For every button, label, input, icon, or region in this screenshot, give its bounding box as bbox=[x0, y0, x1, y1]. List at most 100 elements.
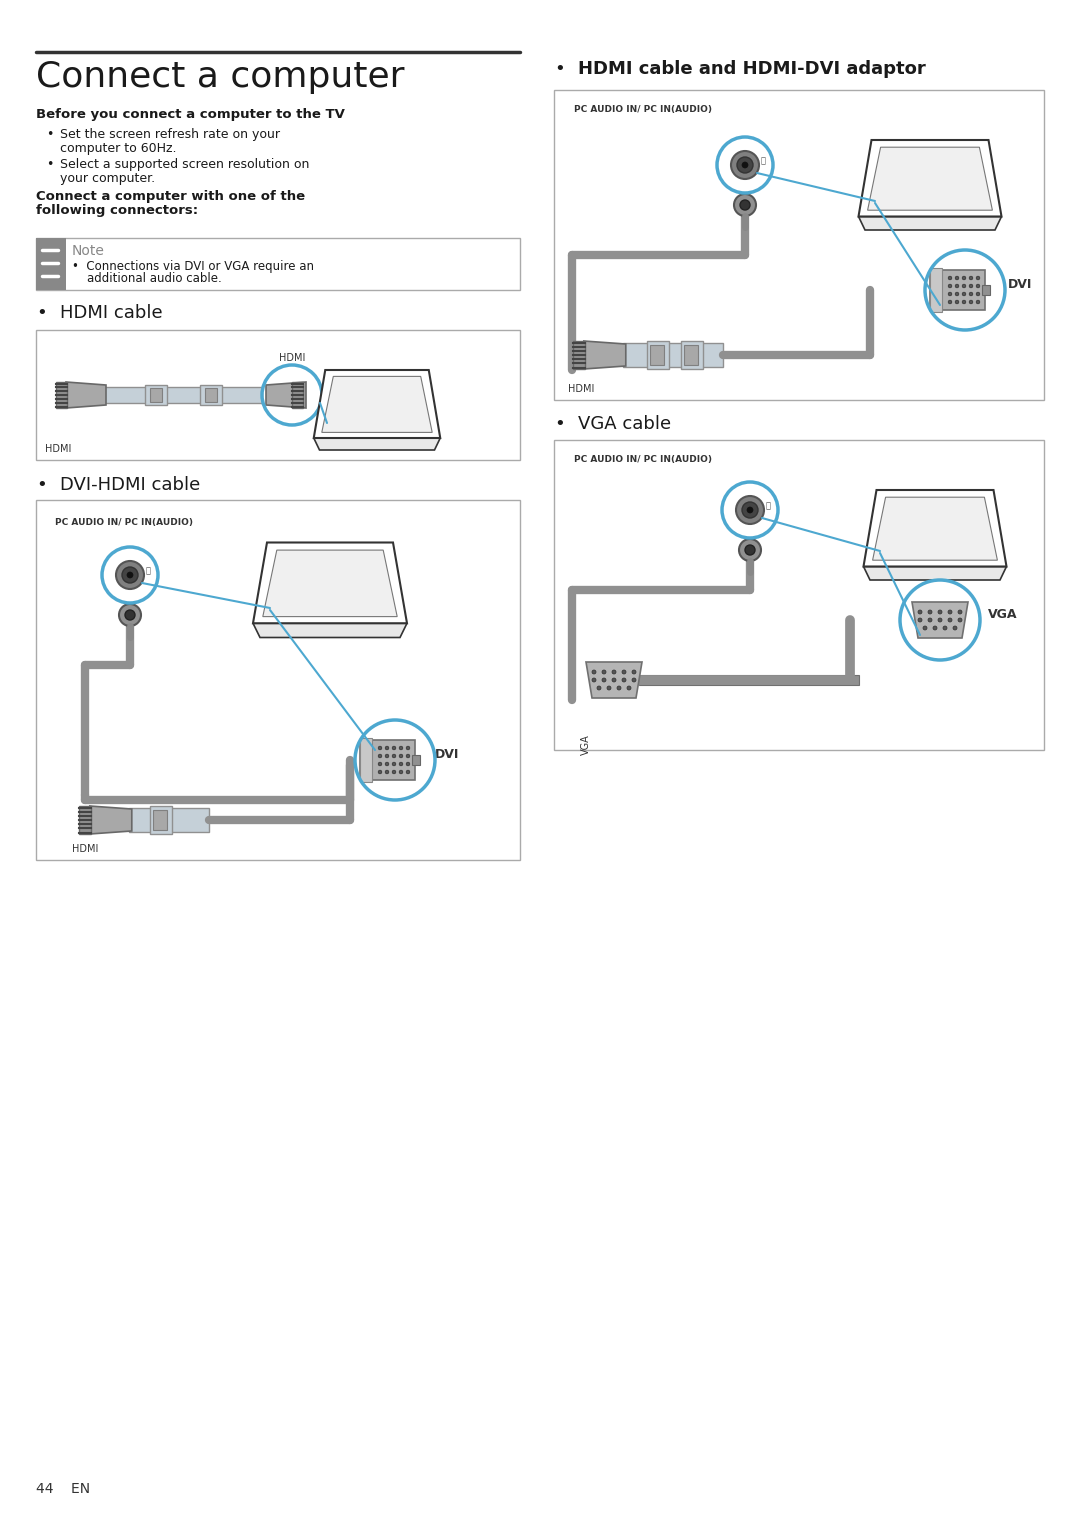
Circle shape bbox=[627, 687, 631, 690]
Circle shape bbox=[955, 276, 959, 279]
Circle shape bbox=[392, 754, 395, 758]
Circle shape bbox=[962, 284, 966, 288]
Circle shape bbox=[392, 771, 395, 774]
Circle shape bbox=[119, 604, 141, 626]
Polygon shape bbox=[859, 140, 1001, 217]
Text: DVI: DVI bbox=[435, 748, 459, 760]
Circle shape bbox=[378, 746, 382, 749]
Circle shape bbox=[386, 761, 389, 766]
Bar bbox=[36, 238, 519, 290]
Circle shape bbox=[955, 291, 959, 296]
Text: HDMI: HDMI bbox=[568, 385, 594, 394]
Bar bbox=[684, 345, 698, 365]
Circle shape bbox=[386, 746, 389, 749]
Bar bbox=[102, 388, 262, 403]
Circle shape bbox=[400, 746, 403, 749]
Text: HDMI: HDMI bbox=[279, 353, 306, 363]
Circle shape bbox=[617, 687, 621, 690]
Bar bbox=[930, 270, 985, 310]
Circle shape bbox=[962, 301, 966, 304]
Circle shape bbox=[948, 610, 951, 613]
Text: PC AUDIO IN/ PC IN(AUDIO): PC AUDIO IN/ PC IN(AUDIO) bbox=[573, 455, 712, 464]
Circle shape bbox=[745, 545, 755, 555]
Circle shape bbox=[406, 746, 409, 749]
Polygon shape bbox=[864, 490, 1007, 566]
Circle shape bbox=[737, 157, 753, 172]
Circle shape bbox=[928, 610, 932, 613]
Bar bbox=[36, 330, 519, 459]
Text: Note: Note bbox=[72, 244, 105, 258]
Circle shape bbox=[392, 761, 395, 766]
Text: DVI-HDMI cable: DVI-HDMI cable bbox=[60, 476, 200, 494]
Circle shape bbox=[948, 284, 951, 288]
Circle shape bbox=[953, 626, 957, 630]
Text: HDMI cable and HDMI-DVI adaptor: HDMI cable and HDMI-DVI adaptor bbox=[578, 60, 926, 78]
Bar bbox=[982, 285, 990, 295]
Bar bbox=[647, 340, 669, 369]
Text: computer to 60Hz.: computer to 60Hz. bbox=[60, 142, 176, 156]
Circle shape bbox=[734, 194, 756, 217]
Polygon shape bbox=[253, 623, 407, 638]
Bar bbox=[930, 269, 942, 311]
Polygon shape bbox=[859, 217, 1001, 230]
Circle shape bbox=[731, 151, 759, 179]
Text: •: • bbox=[46, 159, 53, 171]
Circle shape bbox=[969, 291, 973, 296]
Bar bbox=[639, 674, 859, 685]
Text: PC AUDIO IN/ PC IN(AUDIO): PC AUDIO IN/ PC IN(AUDIO) bbox=[573, 105, 712, 114]
Circle shape bbox=[740, 200, 750, 211]
Polygon shape bbox=[586, 662, 642, 697]
Circle shape bbox=[127, 572, 133, 578]
Polygon shape bbox=[873, 497, 998, 560]
Circle shape bbox=[933, 626, 937, 630]
Circle shape bbox=[400, 761, 403, 766]
Circle shape bbox=[969, 276, 973, 279]
Bar bbox=[360, 739, 372, 781]
Bar bbox=[150, 806, 172, 835]
Circle shape bbox=[948, 618, 951, 623]
Bar bbox=[681, 340, 703, 369]
Circle shape bbox=[976, 301, 980, 304]
Circle shape bbox=[607, 687, 611, 690]
Circle shape bbox=[928, 618, 932, 623]
Text: Set the screen refresh rate on your: Set the screen refresh rate on your bbox=[60, 128, 280, 140]
Circle shape bbox=[918, 610, 922, 613]
Bar bbox=[145, 385, 167, 404]
Polygon shape bbox=[253, 543, 407, 623]
Circle shape bbox=[378, 761, 382, 766]
Polygon shape bbox=[912, 601, 968, 638]
Text: DVI: DVI bbox=[1008, 278, 1032, 290]
Circle shape bbox=[592, 670, 596, 674]
Text: Connect a computer with one of the: Connect a computer with one of the bbox=[36, 191, 306, 203]
Circle shape bbox=[976, 276, 980, 279]
Text: •: • bbox=[46, 128, 53, 140]
Circle shape bbox=[958, 610, 962, 613]
Circle shape bbox=[122, 568, 138, 583]
Circle shape bbox=[612, 670, 616, 674]
Polygon shape bbox=[90, 806, 132, 835]
Circle shape bbox=[597, 687, 600, 690]
Text: •: • bbox=[36, 476, 46, 494]
Polygon shape bbox=[66, 382, 106, 407]
Text: HDMI cable: HDMI cable bbox=[60, 304, 163, 322]
Circle shape bbox=[955, 284, 959, 288]
Circle shape bbox=[632, 670, 636, 674]
Circle shape bbox=[969, 301, 973, 304]
Bar bbox=[36, 501, 519, 861]
Text: VGA: VGA bbox=[581, 734, 591, 755]
Circle shape bbox=[386, 771, 389, 774]
Circle shape bbox=[747, 507, 753, 513]
Text: HDMI: HDMI bbox=[71, 844, 98, 855]
Circle shape bbox=[735, 496, 764, 523]
Circle shape bbox=[923, 626, 927, 630]
Bar bbox=[36, 238, 66, 290]
Circle shape bbox=[386, 754, 389, 758]
Text: PC AUDIO IN/ PC IN(AUDIO): PC AUDIO IN/ PC IN(AUDIO) bbox=[55, 517, 193, 526]
Bar bbox=[150, 388, 162, 401]
Circle shape bbox=[976, 284, 980, 288]
Bar bbox=[573, 340, 585, 369]
Text: your computer.: your computer. bbox=[60, 172, 156, 185]
Circle shape bbox=[632, 678, 636, 682]
Text: following connectors:: following connectors: bbox=[36, 204, 198, 217]
Polygon shape bbox=[314, 438, 441, 450]
